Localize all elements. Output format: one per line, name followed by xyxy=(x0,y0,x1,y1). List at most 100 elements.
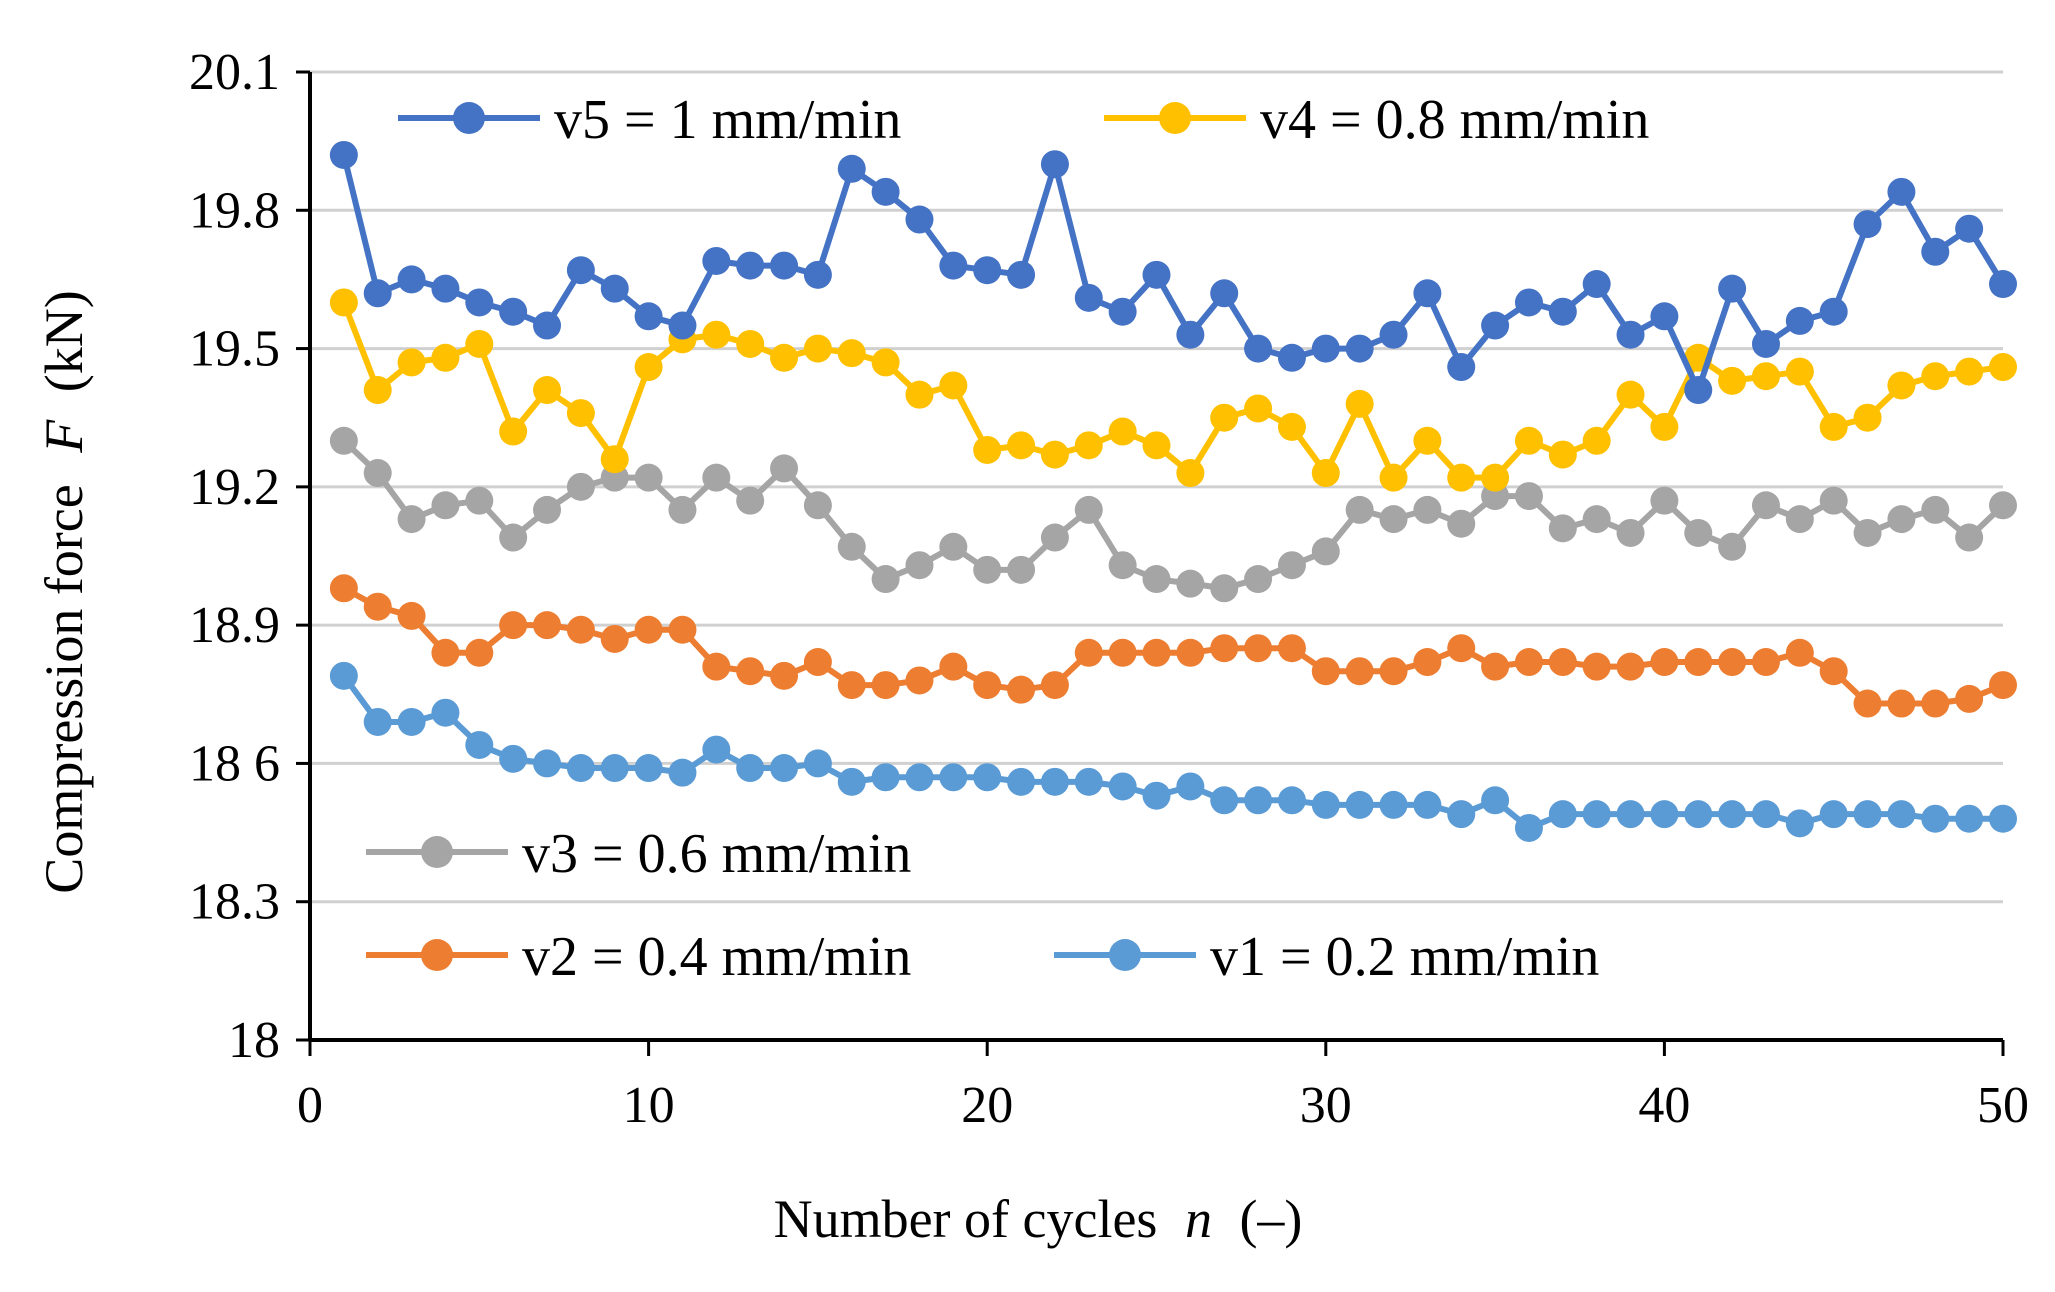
legend-label: v3 = 0.6 mm/min xyxy=(522,823,911,885)
data-point xyxy=(1955,523,1984,552)
data-point xyxy=(736,251,765,280)
data-point xyxy=(1887,800,1916,829)
data-point xyxy=(1989,491,2017,520)
data-point xyxy=(1074,495,1103,524)
data-point xyxy=(363,592,392,621)
data-point xyxy=(702,735,731,764)
data-point xyxy=(1785,638,1814,667)
data-point xyxy=(1311,334,1340,363)
data-point xyxy=(1819,800,1848,829)
data-point xyxy=(1785,357,1814,386)
data-point xyxy=(1040,523,1069,552)
legend-label: v1 = 0.2 mm/min xyxy=(1210,926,1599,988)
data-point xyxy=(837,532,866,561)
data-point xyxy=(1311,459,1340,488)
data-point xyxy=(803,648,832,677)
data-point xyxy=(1751,800,1780,829)
data-point xyxy=(1108,551,1137,580)
data-point xyxy=(1887,371,1916,400)
data-point xyxy=(803,334,832,363)
x-tick-label: 30 xyxy=(1300,1077,1352,1134)
legend-swatch-marker xyxy=(421,836,453,868)
data-point xyxy=(1277,786,1306,815)
series-3 xyxy=(329,426,2017,603)
data-point xyxy=(1548,440,1577,469)
data-point xyxy=(973,435,1002,464)
data-point xyxy=(1650,800,1679,829)
data-point xyxy=(1921,362,1950,391)
data-point xyxy=(566,256,595,285)
data-point xyxy=(1074,638,1103,667)
data-point xyxy=(1582,505,1611,534)
data-point xyxy=(1582,652,1611,681)
data-point xyxy=(1244,334,1273,363)
data-point xyxy=(1853,210,1882,239)
legend-swatch-marker xyxy=(1109,939,1141,971)
data-point xyxy=(702,246,731,275)
data-point xyxy=(736,486,765,515)
data-point xyxy=(1514,813,1543,842)
legend-label: v2 = 0.4 mm/min xyxy=(522,926,911,988)
data-point xyxy=(1244,634,1273,663)
data-point xyxy=(499,744,528,773)
data-point xyxy=(1582,426,1611,455)
data-point xyxy=(1007,767,1036,796)
data-point xyxy=(1887,177,1916,206)
data-point xyxy=(1853,403,1882,432)
x-axis-title: Number of cycles n (–) xyxy=(774,1189,1303,1249)
data-point xyxy=(1311,790,1340,819)
data-point xyxy=(1955,684,1984,713)
data-point xyxy=(1413,790,1442,819)
data-point xyxy=(1751,362,1780,391)
data-point xyxy=(1955,214,1984,243)
data-point xyxy=(1176,772,1205,801)
data-point xyxy=(1989,671,2017,700)
data-point xyxy=(668,615,697,644)
data-point xyxy=(397,265,426,294)
data-point xyxy=(905,551,934,580)
data-point xyxy=(600,445,629,474)
data-point xyxy=(600,754,629,783)
series-4 xyxy=(329,574,2017,718)
data-point xyxy=(1142,431,1171,460)
data-point xyxy=(1142,781,1171,810)
data-point xyxy=(770,754,799,783)
data-point xyxy=(1244,786,1273,815)
x-tick-label: 40 xyxy=(1638,1077,1690,1134)
x-axis-unit: (–) xyxy=(1239,1189,1302,1249)
data-point xyxy=(1819,657,1848,686)
data-point xyxy=(634,302,663,331)
data-point xyxy=(1210,786,1239,815)
y-tick-label: 18 xyxy=(228,1012,280,1069)
data-point xyxy=(1684,518,1713,547)
data-point xyxy=(566,615,595,644)
x-axis-label: Number of cycles xyxy=(774,1189,1158,1249)
data-point xyxy=(634,353,663,382)
gridlines xyxy=(310,70,2003,904)
data-point xyxy=(1345,657,1374,686)
data-point xyxy=(1684,376,1713,405)
x-axis-variable: n xyxy=(1185,1189,1212,1249)
data-point xyxy=(1007,431,1036,460)
data-point xyxy=(499,297,528,326)
data-point xyxy=(973,555,1002,584)
data-point xyxy=(1379,320,1408,349)
data-point xyxy=(939,652,968,681)
data-point xyxy=(1887,689,1916,718)
data-point xyxy=(431,698,460,727)
data-point xyxy=(803,491,832,520)
data-point xyxy=(1819,486,1848,515)
data-point xyxy=(1277,634,1306,663)
data-point xyxy=(1616,518,1645,547)
data-point xyxy=(1379,505,1408,534)
data-point xyxy=(1921,804,1950,833)
data-point xyxy=(1142,565,1171,594)
data-point xyxy=(1989,804,2017,833)
data-point xyxy=(1921,237,1950,266)
data-point xyxy=(1277,412,1306,441)
data-point xyxy=(1447,509,1476,538)
data-point xyxy=(871,565,900,594)
data-point xyxy=(1413,495,1442,524)
legend-item: v1 = 0.2 mm/min xyxy=(1054,926,1599,988)
data-point xyxy=(566,399,595,428)
